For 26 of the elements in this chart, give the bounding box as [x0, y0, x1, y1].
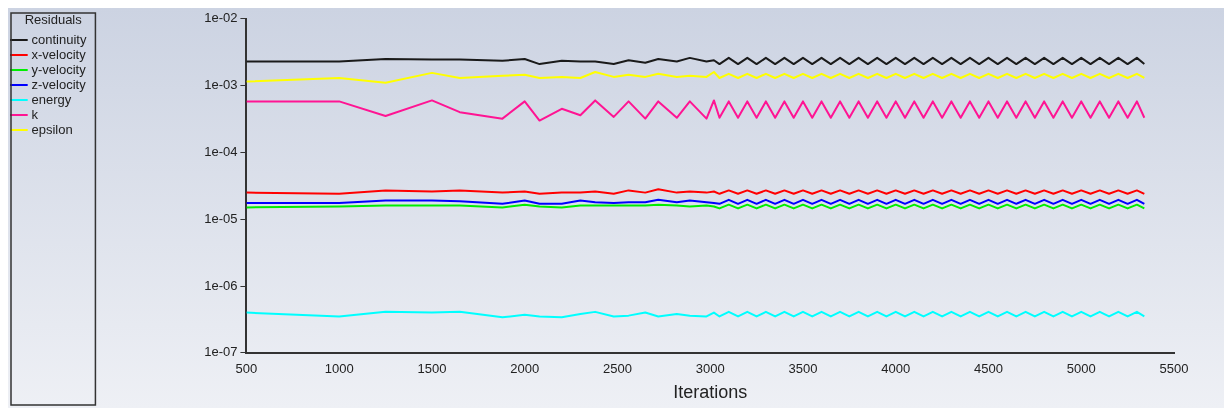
y-tick-label: 1e-06	[204, 277, 238, 293]
x-tick-label: 1500	[417, 361, 447, 377]
legend-label: z-velocity	[31, 76, 87, 92]
x-tick-label: 1000	[324, 361, 354, 377]
legend-label: y-velocity	[31, 61, 87, 77]
legend-label: continuity	[31, 31, 87, 47]
x-tick-label: 500	[235, 361, 258, 377]
y-tick-label: 1e-05	[204, 210, 238, 226]
legend-label: x-velocity	[31, 46, 87, 62]
y-tick-label: 1e-03	[204, 77, 238, 93]
legend-title: Residuals	[24, 12, 83, 28]
x-tick-label: 3000	[695, 361, 725, 377]
x-tick-label: 4000	[881, 361, 911, 377]
x-tick-label: 2500	[602, 361, 632, 377]
y-tick-label: 1e-02	[204, 10, 238, 26]
x-tick-label: 5500	[1159, 361, 1189, 377]
x-tick-label: 2000	[510, 361, 540, 377]
y-tick-label: 1e-04	[204, 143, 238, 159]
legend-label: k	[31, 106, 39, 122]
legend-label: epsilon	[31, 121, 73, 137]
y-tick-label: 1e-07	[204, 344, 238, 360]
legend-label: energy	[31, 91, 72, 107]
x-tick-label: 5000	[1066, 361, 1096, 377]
x-tick-label: 3500	[788, 361, 818, 377]
x-tick-label: 4500	[974, 361, 1003, 377]
x-axis-title: Iterations	[673, 382, 748, 403]
